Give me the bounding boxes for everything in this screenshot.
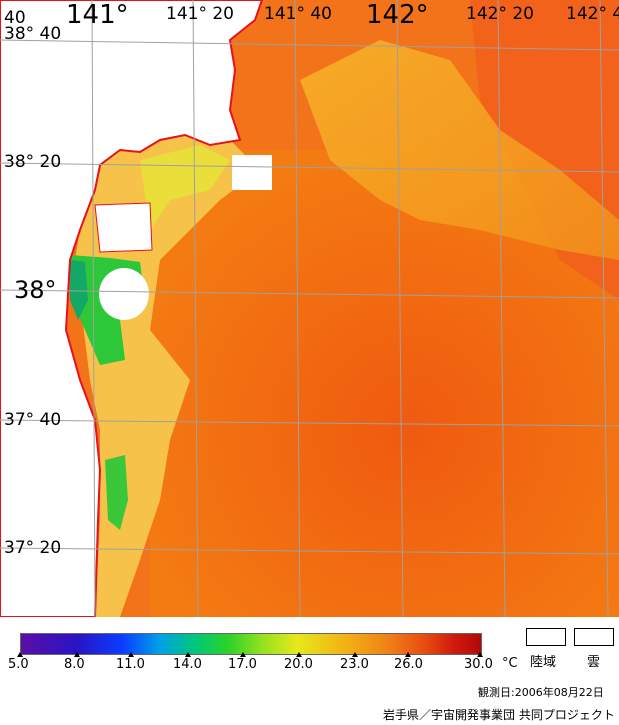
sea-surface-temperature-map <box>0 0 619 617</box>
cloud-legend-label: 雲 <box>587 655 601 670</box>
colorbar-tick-label: 20.0 <box>284 657 313 672</box>
latitude-label: 38° <box>14 276 57 304</box>
colorbar-tick <box>296 652 302 657</box>
longitude-label: 40 <box>4 8 26 28</box>
parallel <box>0 162 619 173</box>
cloud-patch <box>99 268 149 320</box>
longitude-label: 142° 4 <box>566 4 619 24</box>
colorbar-tick <box>128 652 134 657</box>
latitude-label: 38° 20 <box>4 152 62 172</box>
project-credit: 岩手県／宇宙開発事業団 共同プロジェクト <box>383 708 615 722</box>
colorbar-tick-label: 8.0 <box>64 657 85 672</box>
temperature-unit: °C <box>502 656 518 671</box>
land-swatch <box>526 628 566 646</box>
land-legend-label: 陸域 <box>530 655 557 670</box>
colorbar-tick-label: 30.0 <box>464 657 493 672</box>
colorbar-tick <box>352 652 358 657</box>
parallel <box>0 289 619 299</box>
temperature-colorbar <box>20 633 482 655</box>
parallel <box>0 547 619 555</box>
cool-current-band <box>300 40 619 260</box>
longitude-label: 142° 20 <box>466 4 534 24</box>
colorbar-tick-label: 23.0 <box>340 657 369 672</box>
colorbar-tick <box>405 652 411 657</box>
meridian <box>396 0 404 617</box>
meridian <box>599 0 609 617</box>
colorbar-tick-label: 5.0 <box>8 657 29 672</box>
longitude-label: 142° <box>366 0 429 30</box>
colorbar-tick-label: 26.0 <box>394 657 423 672</box>
observation-date: 観測日:2006年08月22日 <box>478 686 604 699</box>
cloud-patch <box>232 155 272 190</box>
cold-water-patch-south <box>105 455 128 530</box>
land-area <box>0 0 264 617</box>
meridian <box>294 0 301 617</box>
colorbar-tick-label: 14.0 <box>173 657 202 672</box>
coldest-water-patch <box>70 260 88 320</box>
colorbar-tick <box>185 652 191 657</box>
cloud-patch <box>94 202 153 253</box>
colorbar-tick-label: 11.0 <box>116 657 145 672</box>
colorbar-tick <box>74 652 80 657</box>
latitude-label: 37° 40 <box>4 410 62 430</box>
meridian <box>91 0 96 617</box>
latitude-label: 38° 40 <box>4 24 62 44</box>
graticule <box>0 0 619 617</box>
meridian <box>192 0 199 617</box>
meridian <box>497 0 506 617</box>
latitude-label: 37° 20 <box>4 538 62 558</box>
cloud-swatch <box>574 628 614 646</box>
colorbar-tick <box>240 652 246 657</box>
longitude-label: 141° 40 <box>264 4 332 24</box>
colorbar-tick-label: 17.0 <box>228 657 257 672</box>
parallel <box>0 419 619 427</box>
longitude-label: 141° 20 <box>166 4 234 24</box>
parallel <box>0 39 619 51</box>
longitude-label: 141° <box>66 0 129 30</box>
colorbar-tick <box>17 652 23 657</box>
colorbar-tick <box>477 652 483 657</box>
